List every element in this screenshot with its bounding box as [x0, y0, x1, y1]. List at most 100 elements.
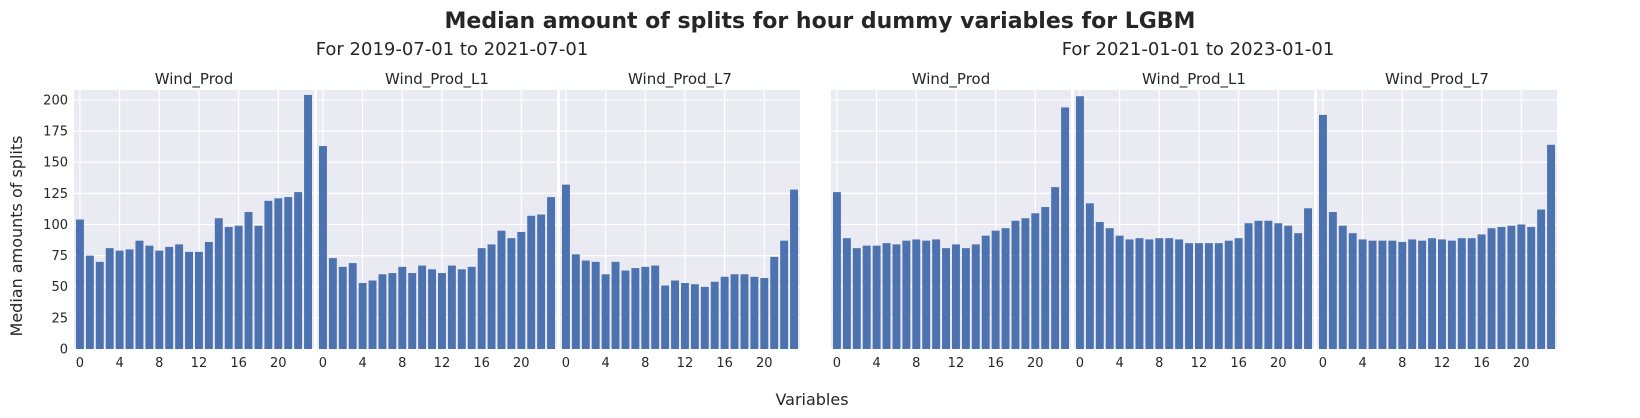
bar-19: [507, 238, 516, 349]
panel-3: Wind_Prod_L7 0 4 8 12 16 20: [560, 70, 800, 371]
y-axis-label: Median amounts of splits: [7, 136, 26, 337]
bar-1: [842, 238, 851, 349]
bar-11: [185, 251, 194, 349]
bar-5: [1125, 239, 1134, 349]
bar-11: [671, 280, 680, 349]
bar-9: [1408, 239, 1417, 349]
bar-5: [1368, 240, 1377, 349]
bar-4: [358, 283, 367, 349]
x-tick-label: 20: [756, 356, 773, 371]
panel-title: Wind_Prod_L1: [385, 70, 489, 89]
bar-15: [467, 266, 476, 349]
bar-6: [1378, 240, 1387, 349]
x-tick-label: 16: [473, 356, 490, 371]
panel-6: Wind_Prod_L7 0 4 8 12 16 20: [1317, 70, 1557, 371]
x-tick-label: 12: [434, 356, 451, 371]
bar-16: [1477, 234, 1486, 349]
y-tick-label: 25: [51, 311, 68, 326]
y-tick-label: 50: [51, 280, 68, 295]
bar-7: [145, 245, 154, 349]
bar-17: [244, 212, 253, 349]
bar-23: [1061, 107, 1070, 349]
bar-2: [338, 266, 347, 349]
bar-9: [165, 246, 174, 349]
bar-10: [1418, 240, 1427, 349]
panel-5: Wind_Prod_L1 0 4 8 12 16 20: [1074, 70, 1314, 371]
bar-4: [872, 245, 881, 349]
bar-16: [477, 248, 486, 349]
bar-8: [641, 266, 650, 349]
bar-1: [328, 258, 337, 349]
x-tick-label: 4: [1358, 356, 1366, 371]
bar-16: [720, 276, 729, 349]
bar-14: [971, 244, 980, 349]
bar-6: [135, 240, 144, 349]
bar-22: [537, 214, 546, 349]
bar-13: [447, 265, 456, 349]
bar-4: [1115, 235, 1124, 349]
bar-1: [1328, 212, 1337, 349]
bar-3: [591, 261, 600, 349]
bar-7: [631, 268, 640, 349]
x-tick-label: 20: [270, 356, 287, 371]
bar-19: [264, 200, 273, 349]
bar-2: [1338, 225, 1347, 349]
bar-16: [1234, 238, 1243, 349]
bar-20: [1517, 224, 1526, 349]
bar-8: [1398, 241, 1407, 349]
bar-16: [234, 225, 243, 349]
bar-20: [517, 231, 526, 349]
bar-21: [527, 215, 536, 349]
bar-10: [1175, 239, 1184, 349]
bar-20: [1274, 223, 1283, 349]
bar-10: [661, 285, 670, 349]
x-tick-label: 12: [948, 356, 965, 371]
y-tick-label: 125: [43, 187, 68, 202]
bar-14: [214, 218, 223, 349]
x-tick-label: 16: [716, 356, 733, 371]
bar-14: [1214, 243, 1223, 349]
plot-background: [831, 90, 1071, 349]
x-tick-label: 16: [1230, 356, 1247, 371]
bar-1: [571, 254, 580, 349]
bar-9: [408, 273, 417, 349]
bar-18: [1497, 226, 1506, 349]
x-tick-label: 0: [1076, 356, 1084, 371]
bar-17: [1244, 223, 1253, 349]
bar-0: [1318, 114, 1327, 350]
x-tick-label: 12: [677, 356, 694, 371]
bar-0: [75, 219, 84, 349]
bar-13: [1447, 240, 1456, 349]
bar-17: [487, 244, 496, 349]
x-tick-label: 12: [1191, 356, 1208, 371]
x-tick-label: 4: [115, 356, 123, 371]
bar-23: [1304, 208, 1313, 349]
bar-3: [1105, 228, 1114, 349]
panel-title: Wind_Prod: [155, 70, 234, 89]
bar-5: [611, 261, 620, 349]
bar-10: [175, 244, 184, 349]
bar-8: [912, 239, 921, 349]
bar-7: [1145, 239, 1154, 349]
panel-title: Wind_Prod_L7: [1385, 70, 1489, 89]
bar-1: [1085, 203, 1094, 349]
bar-11: [1428, 238, 1437, 349]
bar-12: [194, 251, 203, 349]
bar-13: [961, 248, 970, 349]
bar-18: [254, 225, 263, 349]
bar-5: [882, 243, 891, 349]
bar-21: [284, 197, 293, 349]
x-tick-label: 8: [155, 356, 163, 371]
bar-20: [760, 278, 769, 349]
x-tick-label: 8: [398, 356, 406, 371]
x-tick-label: 16: [230, 356, 247, 371]
bar-23: [1547, 144, 1556, 349]
x-tick-label: 20: [513, 356, 530, 371]
bar-15: [224, 226, 233, 349]
bar-0: [561, 184, 570, 349]
bar-7: [902, 240, 911, 349]
x-tick-label: 4: [358, 356, 366, 371]
bar-17: [730, 274, 739, 349]
